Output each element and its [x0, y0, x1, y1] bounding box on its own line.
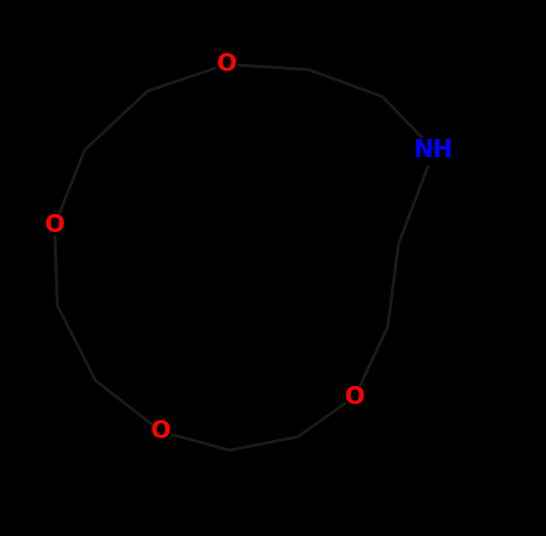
Text: NH: NH [414, 138, 454, 162]
Text: O: O [217, 53, 236, 76]
Text: O: O [45, 213, 64, 237]
Text: O: O [151, 420, 171, 443]
Text: O: O [345, 385, 365, 408]
